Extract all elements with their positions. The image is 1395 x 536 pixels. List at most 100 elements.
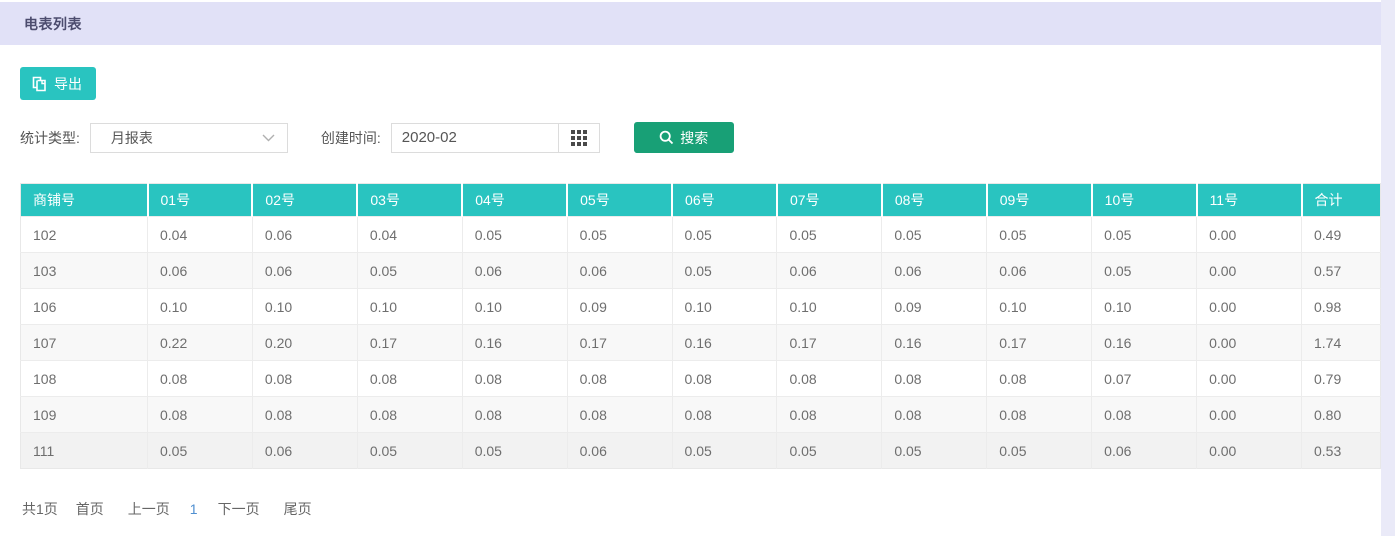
table-row: 107 0.22 0.20 0.17 0.16 0.17 0.16 0.17 0.16 0.17 0…	[20, 324, 1381, 361]
table-row: 103 0.06 0.06 0.05 0.06 0.06 0.05 0.06 0.06 0.06 0…	[20, 252, 1381, 289]
reading-cell: 0.05	[1091, 252, 1197, 289]
search-button[interactable]: 搜索	[633, 122, 734, 153]
reading-cell: 0.08	[566, 396, 673, 433]
reading-cell: 0.05	[776, 432, 882, 469]
column-header: 09号	[985, 183, 1092, 217]
reading-cell: 0.08	[671, 360, 777, 397]
table-row: 109 0.08 0.08 0.08 0.08 0.08 0.08 0.08 0.08 0.08 0…	[20, 396, 1381, 433]
reading-cell: 0.05	[986, 432, 1092, 469]
column-header: 11号	[1195, 183, 1302, 217]
reading-cell: 0.05	[881, 216, 987, 253]
reading-cell: 0.10	[671, 288, 777, 325]
reading-cell: 0.08	[461, 360, 568, 397]
created-time-input-group	[390, 122, 600, 153]
reading-cell: 0.00	[1196, 216, 1302, 253]
reading-cell: 0.00	[1196, 252, 1302, 289]
reading-cell: 1.74	[1301, 324, 1381, 361]
reading-cell: 0.06	[776, 252, 882, 289]
reading-cell: 0.57	[1301, 252, 1381, 289]
reading-cell: 0.80	[1301, 396, 1381, 433]
page-right-gutter	[1381, 0, 1395, 536]
reading-cell: 0.00	[1196, 432, 1302, 469]
reading-cell: 0.08	[251, 360, 358, 397]
reading-cell: 0.06	[147, 252, 253, 289]
table-header-row: 商铺号 01号 02号 03号 04号 05号 06号 07号 08号 09号 10号 11号 合计	[20, 183, 1381, 217]
reading-cell: 0.06	[881, 252, 987, 289]
reading-cell: 0.07	[1091, 360, 1197, 397]
reading-cell: 0.10	[356, 288, 463, 325]
reading-cell: 0.00	[1196, 324, 1302, 361]
search-icon	[659, 130, 674, 145]
reading-cell: 0.17	[776, 324, 882, 361]
stat-type-select[interactable]: 月报表	[89, 122, 288, 153]
reading-cell: 0.10	[461, 288, 568, 325]
shop-number-cell: 103	[20, 252, 148, 289]
reading-cell: 0.08	[356, 396, 463, 433]
reading-cell: 0.05	[881, 432, 987, 469]
reading-cell: 0.17	[986, 324, 1092, 361]
reading-cell: 0.10	[776, 288, 882, 325]
export-button[interactable]: 导出	[20, 67, 96, 100]
reading-cell: 0.16	[671, 324, 777, 361]
reading-cell: 0.05	[671, 252, 777, 289]
chevron-down-icon	[262, 134, 275, 142]
table-row: 102 0.04 0.06 0.04 0.05 0.05 0.05 0.05 0.05 0.05 0…	[20, 216, 1381, 253]
reading-cell: 0.08	[986, 396, 1092, 433]
pagination-next-link[interactable]: 下一页	[217, 501, 260, 517]
column-header: 06号	[671, 183, 777, 217]
reading-cell: 0.08	[671, 396, 777, 433]
reading-cell: 0.09	[881, 288, 987, 325]
reading-cell: 0.08	[566, 360, 673, 397]
reading-cell: 0.08	[776, 396, 882, 433]
reading-cell: 0.16	[881, 324, 987, 361]
column-header: 04号	[461, 183, 568, 217]
reading-cell: 0.10	[986, 288, 1092, 325]
copy-file-icon	[32, 76, 47, 92]
reading-cell: 0.00	[1196, 360, 1302, 397]
calendar-picker-button[interactable]	[557, 123, 599, 152]
main-content: 导出 统计类型: 月报表 创建时间:	[0, 45, 1381, 519]
reading-cell: 0.06	[251, 216, 358, 253]
reading-cell: 0.06	[566, 252, 673, 289]
reading-cell: 0.08	[776, 360, 882, 397]
reading-cell: 0.00	[1196, 396, 1302, 433]
created-time-input[interactable]	[391, 123, 558, 152]
reading-cell: 0.08	[881, 396, 987, 433]
reading-cell: 0.10	[251, 288, 358, 325]
reading-cell: 0.10	[147, 288, 253, 325]
reading-cell: 0.16	[461, 324, 568, 361]
column-header: 08号	[880, 183, 987, 217]
reading-cell: 0.05	[566, 216, 673, 253]
reading-cell: 0.04	[356, 216, 463, 253]
reading-cell: 0.17	[566, 324, 673, 361]
reading-cell: 0.05	[356, 432, 463, 469]
created-time-label: 创建时间:	[320, 129, 381, 146]
reading-cell: 0.06	[251, 252, 358, 289]
reading-cell: 0.05	[356, 252, 463, 289]
shop-number-cell: 107	[20, 324, 148, 361]
reading-cell: 0.04	[147, 216, 253, 253]
reading-cell: 0.06	[461, 252, 568, 289]
reading-cell: 0.06	[1091, 432, 1197, 469]
pagination-prev-link[interactable]: 上一页	[127, 501, 170, 517]
pagination-first-link[interactable]: 首页	[75, 501, 104, 517]
pagination-last-link[interactable]: 尾页	[283, 501, 312, 517]
pagination-current-page[interactable]: 1	[189, 501, 198, 517]
shop-number-cell: 111	[20, 432, 148, 469]
stat-type-selected-value: 月报表	[110, 129, 153, 146]
reading-cell: 0.05	[776, 216, 882, 253]
column-header: 10号	[1090, 183, 1197, 217]
reading-cell: 0.17	[356, 324, 463, 361]
column-header: 商铺号	[20, 183, 148, 217]
reading-cell: 0.06	[251, 432, 358, 469]
table-row: 108 0.08 0.08 0.08 0.08 0.08 0.08 0.08 0.08 0.08 0…	[20, 360, 1381, 397]
table-row: 111 0.05 0.06 0.05 0.05 0.06 0.05 0.05 0.05 0.05 0…	[20, 432, 1381, 469]
pagination: 共1页 首页 上一页 1 下一页 尾页	[14, 499, 1361, 519]
reading-cell: 0.05	[671, 432, 777, 469]
reading-cell: 0.05	[1091, 216, 1197, 253]
page-title: 电表列表	[24, 15, 82, 32]
reading-cell: 0.06	[986, 252, 1092, 289]
reading-cell: 0.05	[671, 216, 777, 253]
table-row: 106 0.10 0.10 0.10 0.10 0.09 0.10 0.10 0.09 0.10 0…	[20, 288, 1381, 325]
column-header: 01号	[146, 183, 253, 217]
